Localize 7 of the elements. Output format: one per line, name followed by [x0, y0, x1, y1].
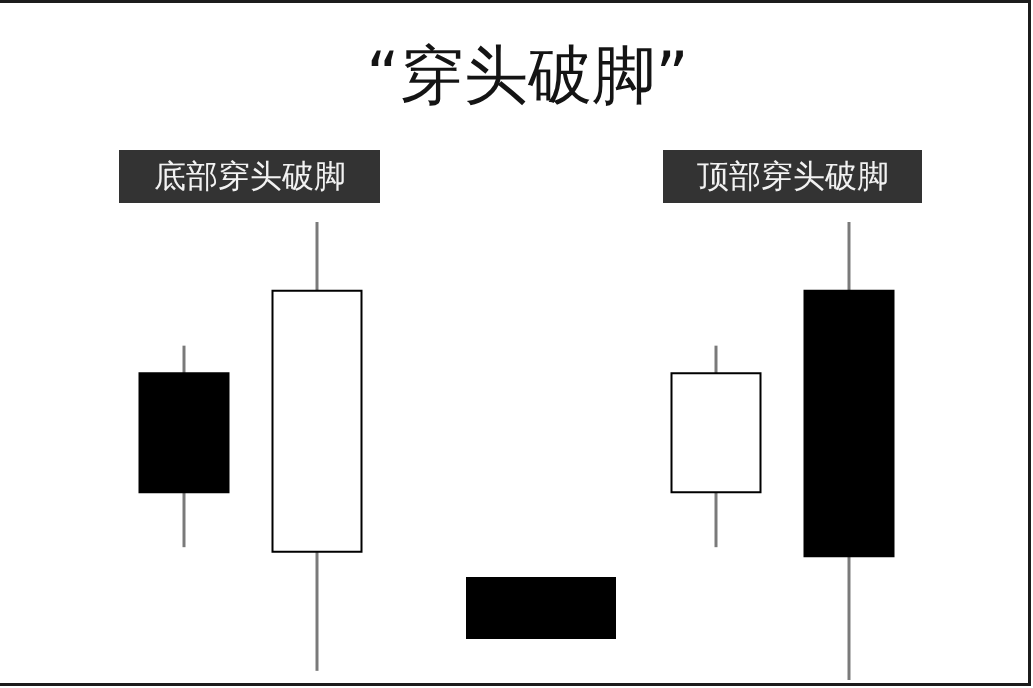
candlestick	[138, 345, 230, 549]
text: 底部穿头破脚	[119, 150, 380, 203]
candlestick	[670, 345, 762, 549]
candlestick	[271, 222, 363, 671]
candlestick	[803, 222, 895, 680]
text: 顶部穿头破脚	[663, 150, 922, 203]
chart-title: “穿头破脚”	[366, 38, 689, 112]
